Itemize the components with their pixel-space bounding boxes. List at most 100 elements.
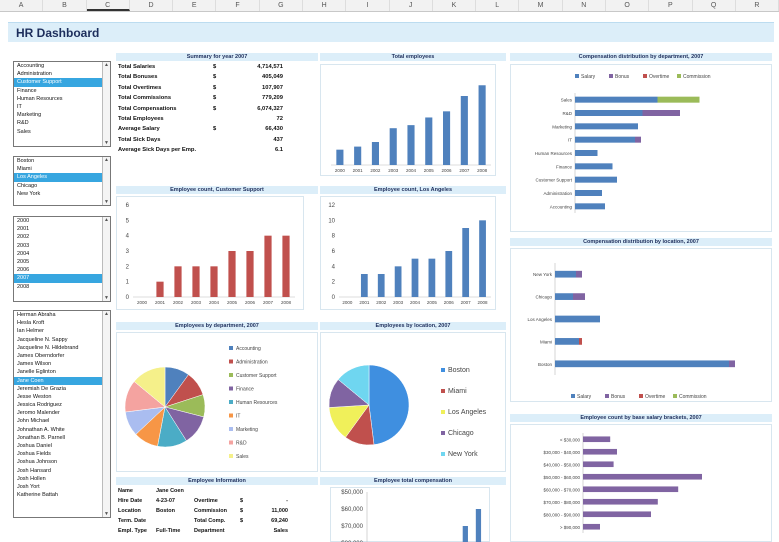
column-header-o[interactable]: O [606, 0, 650, 11]
location-item[interactable]: Chicago [17, 182, 38, 189]
column-header-l[interactable]: L [476, 0, 520, 11]
listbox-scrollbar[interactable]: ▲ ▼ [102, 62, 110, 146]
year-item[interactable]: 2004 [17, 250, 30, 257]
column-header-i[interactable]: I [346, 0, 390, 11]
employee-item[interactable]: Jessica Rodriguez [17, 402, 62, 409]
employee-item[interactable]: Ian Helmer [17, 328, 44, 335]
column-header-n[interactable]: N [563, 0, 606, 11]
column-header-h[interactable]: H [303, 0, 347, 11]
bar [478, 85, 486, 165]
year-item[interactable]: 2000 [17, 218, 30, 224]
department-item[interactable]: Human Resources [17, 95, 63, 102]
employee-item[interactable]: Janelle Eglinton [17, 369, 56, 376]
scroll-down-icon[interactable]: ▼ [104, 511, 109, 517]
department-item[interactable]: Marketing [17, 112, 42, 119]
bar [282, 235, 290, 297]
legend-swatch [441, 410, 445, 414]
y-category-label: Administration [543, 191, 572, 196]
y-tick-label: 4 [126, 234, 130, 240]
column-header-m[interactable]: M [519, 0, 563, 11]
y-tick-label: $60,000 [341, 507, 363, 513]
employee-listbox[interactable]: Herman Abraha Hesla Kroft Ian Helmer Jacque… [13, 310, 111, 518]
employee-item[interactable]: Herman Abraha [17, 312, 56, 318]
year-item[interactable]: 2007 [14, 274, 102, 283]
employee-item[interactable]: Jacqueline N. Hildebrand [17, 344, 79, 351]
department-item[interactable]: Finance [17, 87, 37, 94]
column-header-c[interactable]: C [86, 0, 130, 11]
department-item[interactable]: Sales [17, 128, 31, 135]
employee-item[interactable]: James Oberndorfer [17, 352, 65, 359]
employee-item[interactable]: Josh Hollen [17, 475, 46, 482]
column-header-q[interactable]: Q [693, 0, 736, 11]
year-listbox[interactable]: 2000 2001 2002 2003 2004 2005 2006 2007 2008 ▲ ▼ [13, 216, 111, 302]
employee-item[interactable]: Joshua Johnson [17, 459, 58, 466]
employee-item[interactable]: Johnathan A. White [17, 426, 65, 433]
employee-item[interactable]: Jeromo Malender [17, 410, 60, 417]
pie-slice [368, 364, 410, 445]
column-header-g[interactable]: G [260, 0, 303, 11]
employee-item[interactable]: Katherine Battah [17, 492, 58, 499]
column-header-j[interactable]: J [390, 0, 433, 11]
employee-item[interactable]: Hesla Kroft [17, 320, 45, 327]
column-header-b[interactable]: B [43, 0, 87, 11]
employee-item[interactable]: Jane Coen [14, 376, 102, 385]
scroll-up-icon[interactable]: ▲ [104, 217, 109, 223]
location-item[interactable]: New York [17, 190, 41, 197]
year-item[interactable]: 2003 [17, 242, 30, 249]
y-tick-label: 0 [332, 295, 336, 301]
scroll-down-icon[interactable]: ▼ [104, 199, 109, 205]
year-item[interactable]: 2001 [17, 226, 30, 233]
scroll-up-icon[interactable]: ▲ [104, 311, 109, 317]
legend-label: R&D [236, 441, 247, 447]
location-item[interactable]: Boston [17, 158, 35, 164]
department-listbox[interactable]: Accounting Administration Customer Support… [13, 61, 111, 147]
listbox-scrollbar[interactable]: ▲ ▼ [102, 217, 110, 301]
bar-segment [575, 96, 658, 103]
column-header-f[interactable]: F [216, 0, 260, 11]
location-listbox[interactable]: Boston Miami Los Angeles Chicago New York ▲ ▼ [13, 156, 111, 206]
employee-item[interactable]: Josh Hansard [17, 467, 51, 474]
year-item[interactable]: 2006 [17, 267, 30, 274]
y-tick-label: 10 [328, 218, 335, 224]
employee-item[interactable]: Josh Yort [17, 483, 40, 490]
employee-item[interactable]: James Wilson [17, 361, 52, 368]
department-item[interactable]: IT [17, 103, 22, 110]
bar [228, 251, 236, 297]
scroll-down-icon[interactable]: ▼ [104, 295, 109, 301]
employee-item[interactable]: John Michael [17, 418, 50, 425]
info-cell: Sales [273, 528, 288, 534]
info-cell [194, 487, 240, 496]
scroll-down-icon[interactable]: ▼ [104, 140, 109, 146]
listbox-scrollbar[interactable]: ▲ ▼ [102, 311, 110, 517]
department-item[interactable]: Accounting [17, 63, 45, 69]
employee-item[interactable]: Joshua Daniel [17, 443, 52, 449]
location-item[interactable]: Miami [17, 166, 32, 173]
column-header-e[interactable]: E [173, 0, 217, 11]
scroll-up-icon[interactable]: ▲ [104, 157, 109, 163]
year-item[interactable]: 2008 [17, 283, 30, 290]
bar [377, 274, 385, 297]
department-item[interactable]: Administration [17, 71, 52, 78]
department-item[interactable]: R&D [17, 120, 29, 127]
year-item[interactable]: 2005 [17, 258, 30, 265]
employee-item[interactable]: Jacqueline N. Sappy [17, 336, 68, 343]
employee-item[interactable]: Jesse Weston [17, 393, 52, 400]
location-item[interactable]: Los Angeles [14, 173, 102, 182]
listbox-scrollbar[interactable]: ▲ ▼ [102, 157, 110, 205]
column-header-d[interactable]: D [130, 0, 174, 11]
year-item[interactable]: 2002 [17, 234, 30, 241]
summary-label: Total Salaries [118, 64, 156, 70]
bar [354, 146, 362, 165]
scroll-up-icon[interactable]: ▲ [104, 62, 109, 68]
column-header-p[interactable]: P [649, 0, 693, 11]
employee-item[interactable]: Jeremiah De Grazia [17, 385, 66, 392]
legend-swatch [605, 394, 609, 398]
column-header-k[interactable]: K [433, 0, 477, 11]
column-header-a[interactable]: A [0, 0, 44, 11]
employee-item[interactable]: Joshua Fields [17, 451, 51, 458]
employee-item[interactable]: Jonathan B. Parnell [17, 434, 66, 441]
column-header-r[interactable]: R [736, 0, 779, 11]
summary-value: 6,074,327 [257, 105, 283, 112]
department-item[interactable]: Customer Support [14, 78, 102, 87]
